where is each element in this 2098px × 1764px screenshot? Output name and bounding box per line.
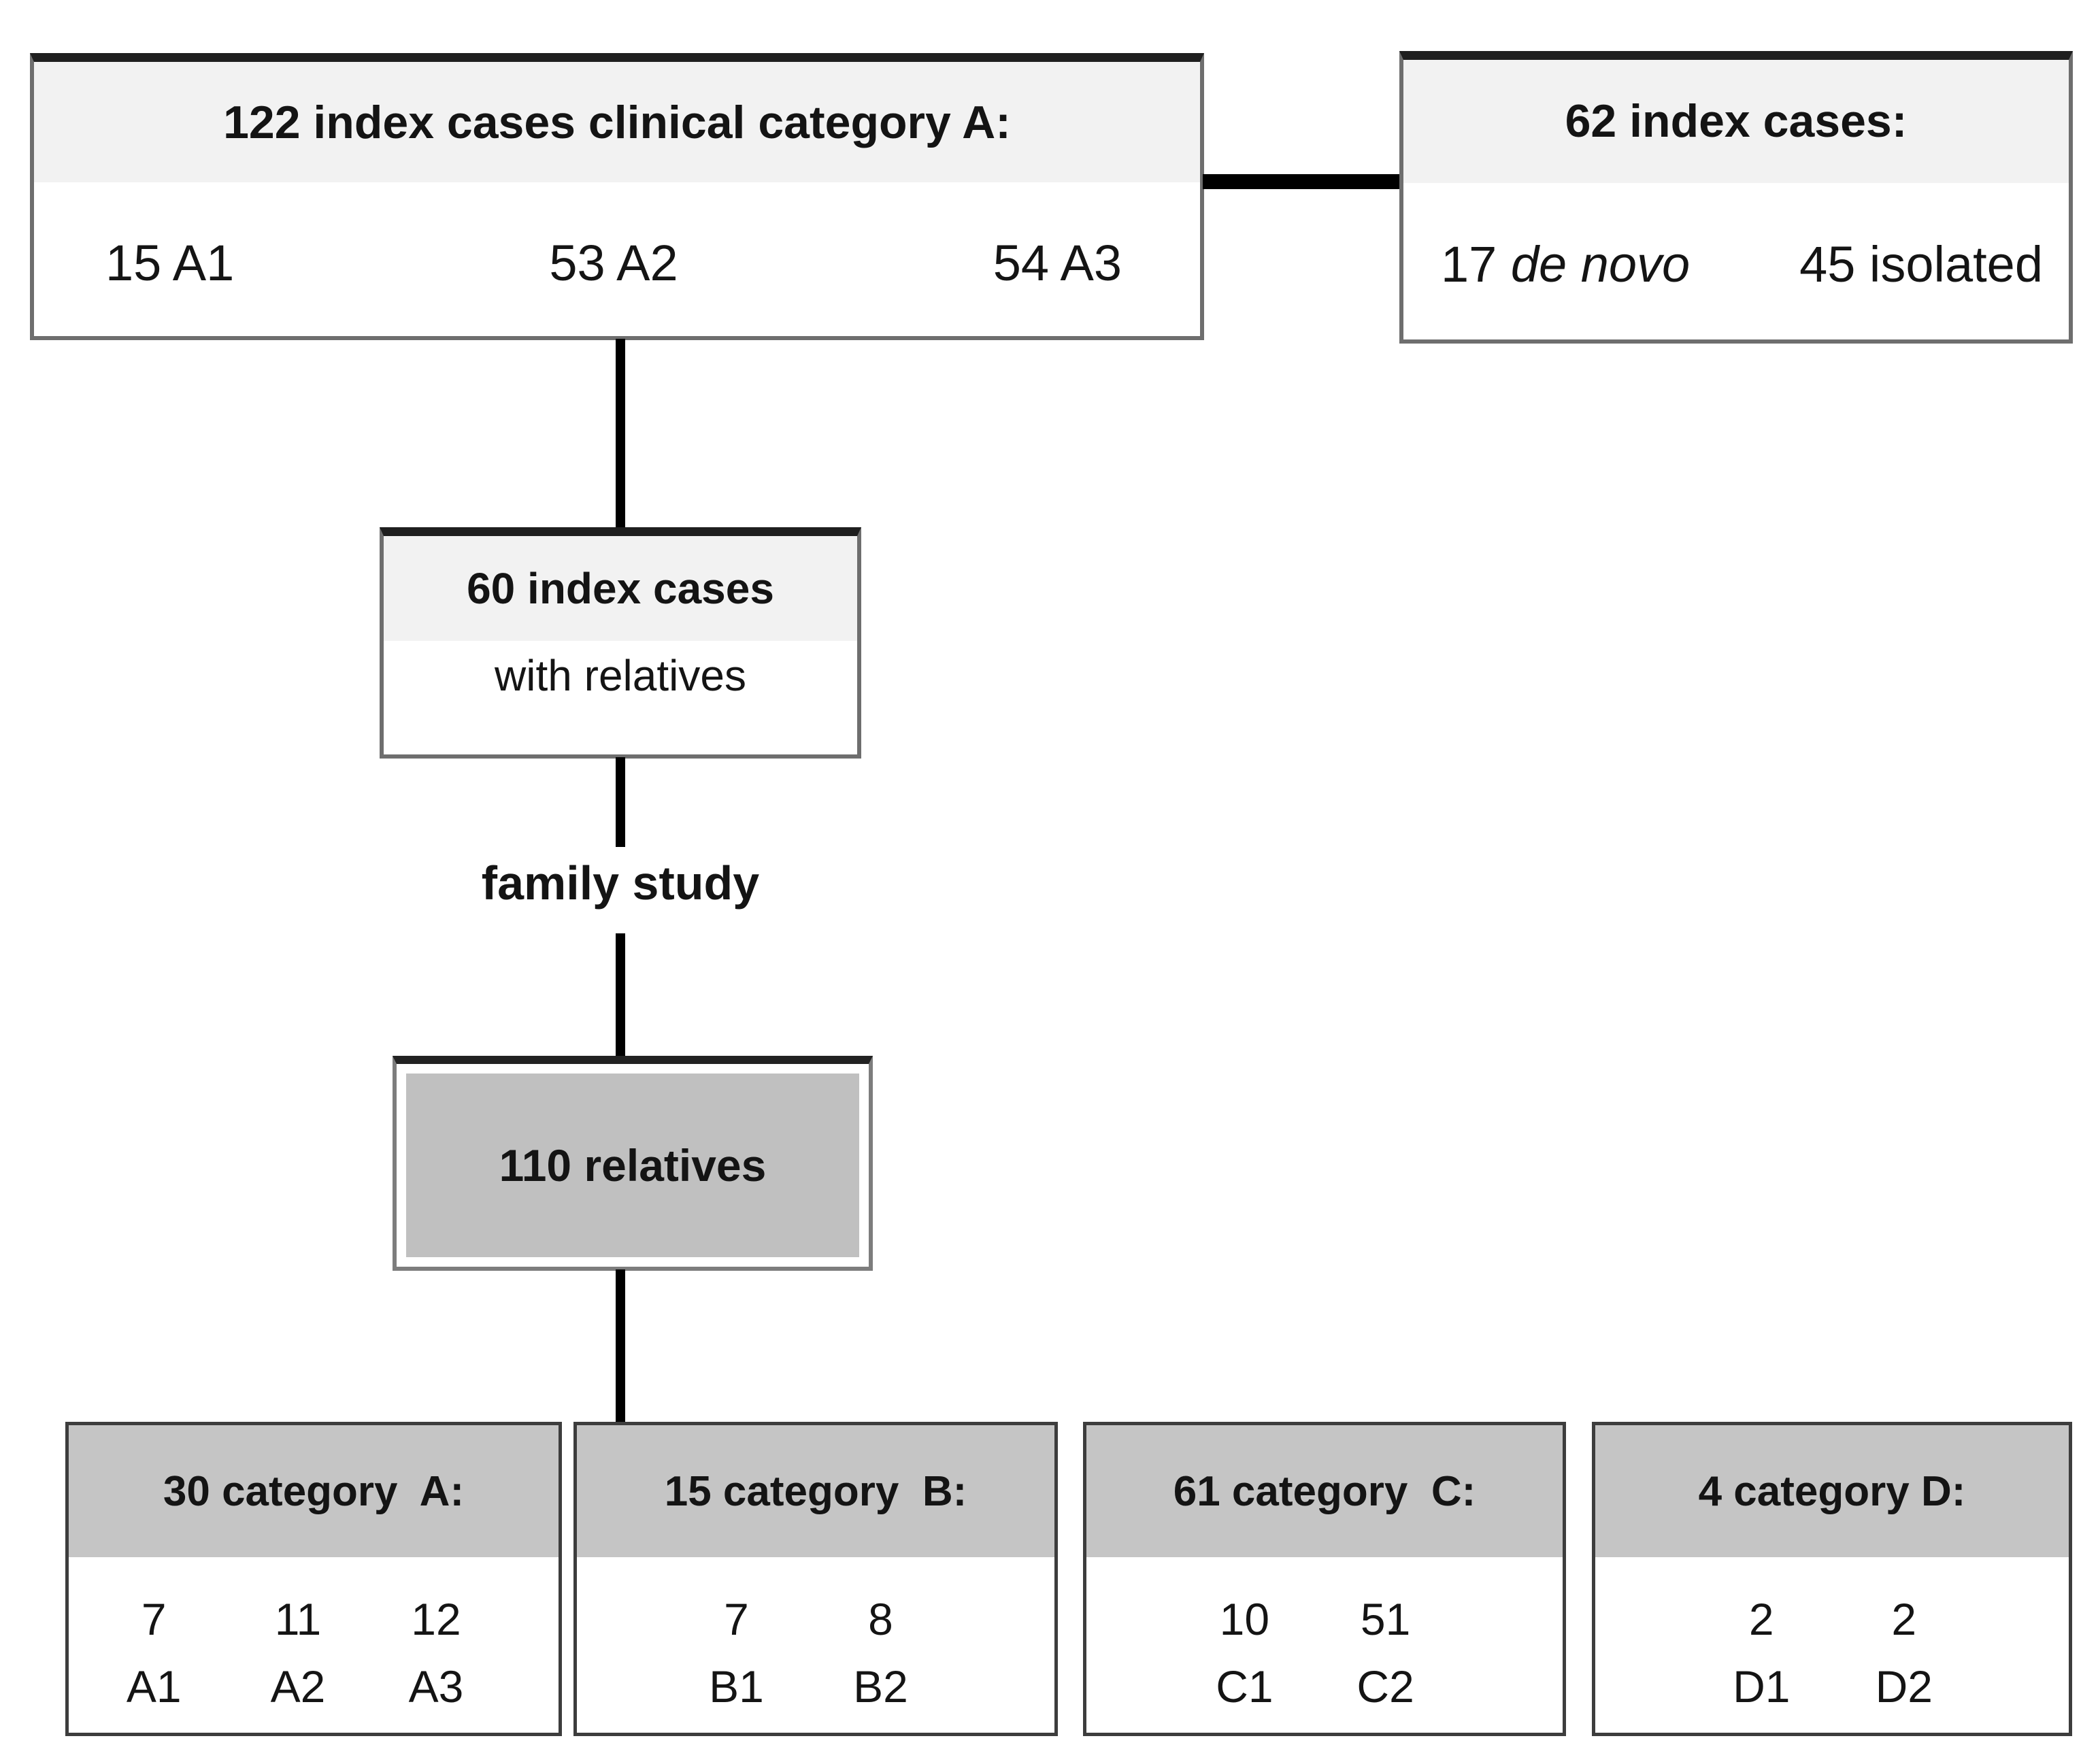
index-cases-category-a-title: 122 index cases clinical category A: [223,96,1011,148]
category-d-result-box: 4 category D: 2 2 D1 D2 [1592,1422,2072,1736]
category-d-label-1: D1 [1733,1661,1791,1712]
value-isolated: 45 isolated [1799,236,2043,293]
category-a-result-box: 30 category A: 7 11 12 A1 A2 A3 [65,1422,562,1736]
category-b-labels-row: B1 B2 [577,1656,1054,1717]
category-d-header: 4 category D: [1595,1425,2069,1558]
category-d-title: 4 category D: [1698,1467,1966,1515]
value-a3: 54 A3 [993,234,1122,291]
index-cases-category-a-values: 15 A1 53 A2 54 A3 [34,182,1200,336]
category-c-labels-row: C1 C2 [1086,1656,1563,1717]
horizontal-connector-line [1203,174,1401,189]
category-c-title: 61 category C: [1173,1467,1476,1515]
category-a-values-row: 7 11 12 [69,1588,559,1650]
category-a-label-3: A3 [408,1661,464,1712]
category-c-result-box: 61 category C: 10 51 C1 C2 [1083,1422,1566,1736]
index-cases-category-a-header: 122 index cases clinical category A: [34,62,1200,183]
category-c-label-2: C2 [1356,1661,1414,1712]
category-d-value-2: 2 [1891,1593,1917,1644]
index-cases-62-values: 17 de novo 45 isolated [1403,183,2069,339]
index-cases-with-relatives-header: 60 index cases [384,536,857,642]
vertical-connector-line-3 [616,933,625,1058]
category-c-header: 61 category C: [1086,1425,1563,1558]
category-c-value-1: 10 [1219,1593,1270,1644]
index-cases-62-box: 62 index cases: 17 de novo 45 isolated [1399,51,2073,344]
value-de-novo-count: 17 [1441,236,1511,293]
index-cases-with-relatives-title: 60 index cases [467,564,774,614]
category-c-label-1: C1 [1216,1661,1273,1712]
category-b-header: 15 category B: [577,1425,1054,1558]
category-b-values-row: 7 8 [577,1588,1054,1650]
category-a-value-2: 11 [274,1593,322,1644]
category-a-value-3: 12 [411,1593,461,1644]
family-study-label: family study [481,856,760,910]
vertical-connector-line-2 [616,757,625,847]
relatives-box-title: 110 relatives [499,1140,767,1191]
category-b-result-box: 15 category B: 7 8 B1 B2 [573,1422,1058,1736]
category-a-labels-row: A1 A2 A3 [69,1656,559,1717]
index-cases-category-a-box: 122 index cases clinical category A: 15 … [30,53,1204,340]
value-a1: 15 A1 [105,234,235,291]
category-a-label-2: A2 [270,1661,326,1712]
category-d-values-row: 2 2 [1595,1588,2069,1650]
index-cases-with-relatives-subtitle-row: with relatives [384,641,857,754]
value-a2: 53 A2 [549,234,678,291]
value-de-novo-italic: de novo [1510,236,1691,293]
vertical-connector-line-1 [616,339,625,529]
category-b-label-1: B1 [709,1661,764,1712]
relatives-box: 110 relatives [393,1056,873,1271]
category-d-labels-row: D1 D2 [1595,1656,2069,1717]
category-d-label-2: D2 [1875,1661,1933,1712]
category-a-value-1: 7 [141,1593,167,1644]
relatives-box-fill: 110 relatives [406,1074,859,1257]
category-b-value-2: 8 [868,1593,893,1644]
category-a-title: 30 category A: [163,1467,465,1515]
category-c-values-row: 10 51 [1086,1588,1563,1650]
vertical-connector-line-4 [616,1269,625,1423]
category-a-header: 30 category A: [69,1425,559,1558]
value-de-novo: 17 de novo [1441,235,1690,293]
index-cases-with-relatives-box: 60 index cases with relatives [380,527,861,759]
with-relatives-label: with relatives [495,651,746,701]
index-cases-62-title: 62 index cases: [1565,95,1908,148]
index-cases-62-header: 62 index cases: [1403,60,2069,183]
category-a-label-1: A1 [126,1661,182,1712]
category-d-value-1: 2 [1748,1593,1774,1644]
category-b-title: 15 category B: [664,1467,967,1515]
category-b-label-2: B2 [853,1661,908,1712]
category-b-value-1: 7 [724,1593,749,1644]
category-c-value-2: 51 [1360,1593,1411,1644]
